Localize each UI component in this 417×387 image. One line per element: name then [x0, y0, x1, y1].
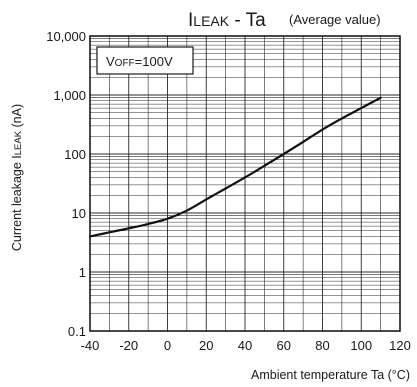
plot-area — [88, 35, 401, 332]
annotation-prefix: V — [106, 54, 115, 69]
series-line — [88, 96, 382, 238]
annotation-box — [96, 46, 194, 75]
chart-subtitle: (Average value) — [289, 12, 381, 27]
plot-frame — [89, 35, 401, 332]
title-subscript: LEAK — [193, 13, 229, 29]
data-series — [88, 96, 382, 238]
y-tick-label: 10 — [72, 206, 86, 221]
y-axis-label-text: Current leakage I — [10, 155, 24, 251]
x-tick-label: -20 — [119, 338, 138, 353]
title-prefix: I — [188, 10, 193, 31]
x-tick-label: 120 — [389, 338, 411, 353]
y-tick-label: 100 — [64, 147, 86, 162]
title-suffix: - Ta — [229, 10, 266, 31]
condition-annotation: VOFF=100V — [96, 46, 194, 75]
y-tick-labels: 0.1 1 10 100 1,000 10,000 — [46, 29, 86, 339]
y-axis-label: Current leakage ILEAK (nA) — [10, 104, 24, 251]
x-tick-label: -40 — [81, 338, 100, 353]
annotation-suffix: =100V — [135, 54, 173, 69]
x-tick-label: 0 — [164, 338, 171, 353]
x-tick-label: 20 — [199, 338, 213, 353]
y-tick-label: 1 — [79, 265, 86, 280]
grid-lines — [89, 36, 401, 332]
x-tick-label: 80 — [315, 338, 329, 353]
y-axis-label-subscript: LEAK — [13, 130, 24, 155]
x-tick-label: 100 — [350, 338, 372, 353]
annotation-subscript: OFF — [115, 58, 135, 69]
x-axis-label: Ambient temperature Ta (°C) — [251, 368, 410, 382]
y-tick-label: 0.1 — [68, 324, 86, 339]
y-axis-label-unit: (nA) — [10, 104, 24, 131]
annotation-text: VOFF=100V — [106, 54, 173, 69]
x-tick-label: 60 — [277, 338, 291, 353]
chart-title: ILEAK - Ta — [188, 10, 266, 31]
y-tick-label: 10,000 — [46, 29, 86, 44]
y-tick-label: 1,000 — [53, 88, 86, 103]
x-tick-label: 40 — [238, 338, 252, 353]
x-tick-labels: -40 -20 0 20 40 60 80 100 120 — [81, 338, 411, 353]
